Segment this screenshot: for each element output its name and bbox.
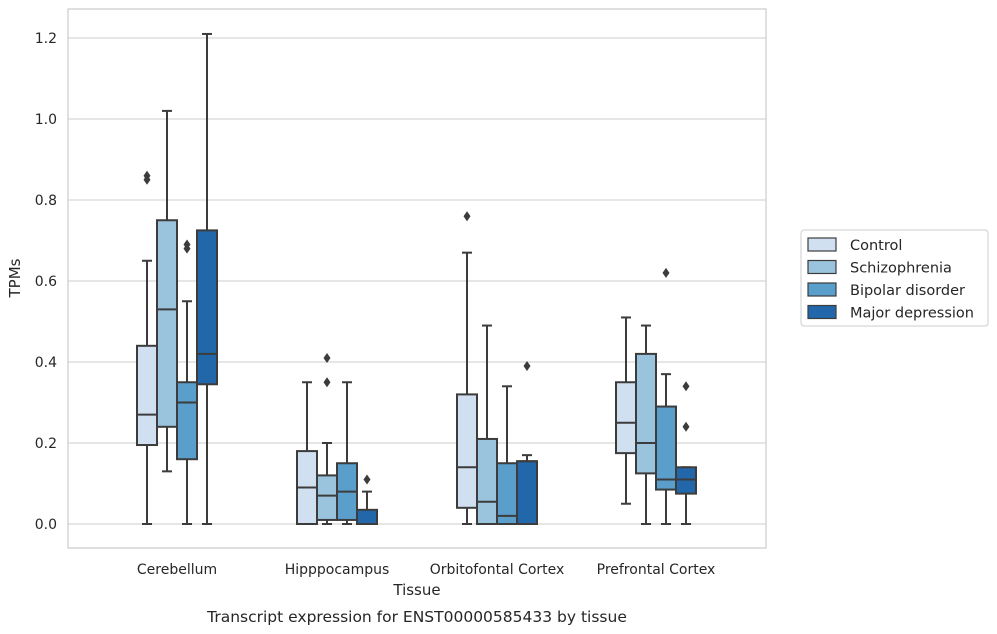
- outlier-point: [323, 377, 331, 388]
- iqr-box: [156, 219, 178, 428]
- iqr-box: [516, 460, 538, 526]
- box-3-2: [516, 361, 538, 526]
- box-1-3: [635, 324, 657, 525]
- box-2-3: [655, 267, 677, 525]
- y-tick-labels: 0.0 0.2 0.4 0.6 0.8 1.0 1.2: [35, 31, 57, 533]
- outlier-point: [682, 381, 690, 392]
- legend: Control Schizophrenia Bipolar disorder Majo…: [800, 229, 989, 327]
- legend-swatch: [807, 259, 837, 275]
- box-0-1: [296, 381, 318, 526]
- legend-frame: [800, 229, 989, 327]
- x-tick-label: Cerebellum: [137, 562, 217, 578]
- box-0-2: [456, 211, 478, 525]
- iqr-box: [176, 381, 198, 461]
- y-tick-label: 0.4: [35, 355, 57, 371]
- box-plot-marks: [136, 32, 697, 526]
- box-1-0: [156, 109, 178, 473]
- box-1-2: [476, 324, 498, 526]
- box-2-0: [176, 239, 198, 525]
- iqr-box: [316, 474, 338, 521]
- x-tick-labels: Cerebellum Hipppocampus Orbitofontal Corte…: [137, 562, 715, 578]
- x-tick-label: Hipppocampus: [285, 562, 390, 578]
- iqr-box: [136, 344, 158, 447]
- plot-frame: [67, 8, 767, 549]
- outlier-point: [323, 352, 331, 363]
- iqr-box: [496, 462, 518, 525]
- chart-caption: Transcript expression for ENST0000058543…: [206, 608, 627, 626]
- iqr-box: [635, 352, 657, 475]
- outlier-point: [183, 239, 191, 250]
- outlier-point: [662, 267, 670, 278]
- iqr-box: [655, 405, 677, 491]
- box-3-3: [675, 381, 697, 525]
- outlier-point: [143, 170, 151, 181]
- iqr-box: [196, 229, 218, 386]
- y-axis-label: TPMs: [6, 258, 24, 298]
- box-1-1: [316, 352, 338, 525]
- legend-label: Control: [850, 238, 902, 254]
- x-tick-label: Prefrontal Cortex: [597, 562, 716, 578]
- legend-swatch: [807, 282, 837, 297]
- box-0-3: [615, 316, 637, 505]
- legend-label: Major depression: [850, 306, 974, 322]
- legend-swatch: [807, 304, 837, 320]
- legend-swatch: [807, 237, 837, 252]
- box-3-0: [196, 32, 218, 525]
- box-3-1: [356, 474, 378, 526]
- outlier-point: [363, 474, 371, 485]
- y-tick-label: 1.0: [35, 112, 57, 128]
- y-tick-label: 0.6: [35, 274, 57, 290]
- y-tick-label: 0.0: [35, 517, 57, 533]
- iqr-box: [456, 393, 478, 509]
- y-tick-label: 0.2: [35, 436, 57, 452]
- legend-label: Schizophrenia: [850, 261, 952, 277]
- outlier-point: [682, 421, 690, 432]
- iqr-box: [675, 466, 697, 495]
- x-axis-label: Tissue: [392, 581, 440, 599]
- y-tick-label: 0.8: [35, 193, 57, 209]
- x-tick-label: Orbitofontal Cortex: [430, 562, 565, 578]
- iqr-box: [476, 437, 498, 526]
- outlier-point: [463, 211, 471, 222]
- iqr-box: [356, 508, 378, 526]
- box-2-2: [496, 385, 518, 525]
- outlier-point: [523, 361, 531, 372]
- y-tick-label: 1.2: [35, 31, 57, 47]
- legend-label: Bipolar disorder: [850, 283, 965, 299]
- box-2-1: [336, 381, 358, 525]
- box-0-0: [136, 170, 158, 525]
- iqr-box: [615, 381, 637, 455]
